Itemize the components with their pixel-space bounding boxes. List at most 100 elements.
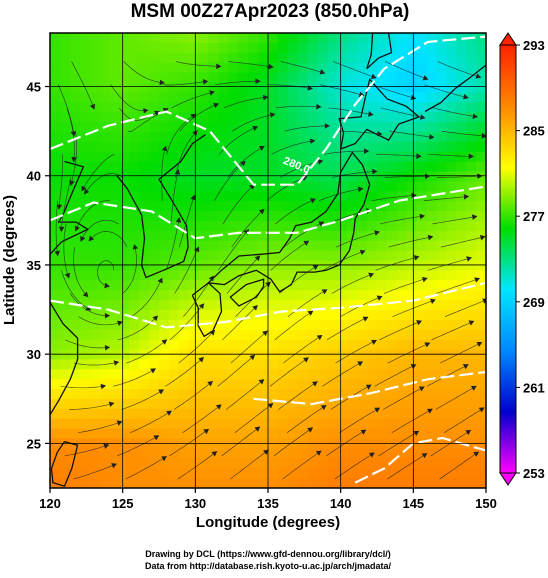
field-cell: [416, 418, 428, 430]
streamline: [375, 256, 419, 271]
field-cell: [178, 82, 190, 93]
field-cell: [396, 240, 408, 252]
field-cell: [59, 181, 71, 192]
hokkaido-coastline: [338, 78, 421, 150]
field-cell: [258, 389, 269, 400]
field-cell: [218, 300, 229, 311]
field-cell: [307, 181, 319, 192]
field-cell: [416, 458, 428, 469]
field-cell: [218, 62, 229, 74]
field-cell: [198, 270, 210, 281]
field-cell: [476, 112, 486, 123]
field-cell: [258, 428, 269, 440]
field-cell: [89, 131, 101, 143]
field-cell: [476, 102, 486, 113]
field-cell: [178, 102, 190, 113]
field-cell: [416, 389, 428, 400]
field-cell: [347, 458, 358, 469]
streamline-arrow: [159, 79, 165, 86]
streamline: [380, 215, 425, 225]
field-cell: [317, 270, 329, 281]
field-cell: [357, 359, 368, 370]
field-cell: [178, 418, 190, 430]
field-cell: [109, 478, 120, 488]
streamline-arrow: [71, 156, 77, 163]
field-cell: [416, 171, 428, 182]
field-cell: [168, 428, 180, 440]
field-cell: [476, 82, 486, 93]
field-cell: [426, 201, 438, 212]
field-cell: [159, 171, 170, 182]
field-cell: [476, 329, 486, 341]
field-cell: [277, 428, 289, 440]
field-cell: [268, 408, 279, 420]
streamline-arrow: [468, 320, 475, 326]
field-cell: [466, 42, 477, 54]
field-cell: [337, 260, 348, 271]
streamline: [179, 103, 219, 132]
field-cell: [188, 280, 200, 291]
field-cell: [109, 309, 120, 321]
field-cell: [317, 359, 329, 370]
streamline: [384, 175, 430, 178]
field-cell: [436, 112, 447, 123]
x-axis-label: Longitude (degrees): [196, 514, 340, 531]
field-cell: [268, 33, 279, 44]
field-cell: [89, 151, 101, 163]
field-cell: [456, 102, 467, 113]
field-cell: [416, 220, 428, 232]
field-cell: [446, 122, 457, 133]
streamline: [234, 403, 274, 433]
field-cell: [208, 428, 220, 440]
field-cell: [139, 280, 150, 291]
field-cell: [168, 181, 180, 192]
field-cell: [99, 62, 111, 74]
field-cell: [268, 418, 279, 430]
field-cell: [476, 309, 486, 321]
field-cell: [168, 369, 180, 380]
field-cell: [79, 131, 91, 143]
field-cell: [198, 161, 210, 173]
field-cell: [416, 309, 428, 321]
field-cell: [386, 418, 398, 430]
field-cell: [149, 42, 160, 54]
field-cell: [228, 181, 239, 192]
field-cell: [446, 220, 457, 232]
field-cell: [386, 171, 398, 182]
field-cell: [406, 141, 418, 153]
field-cell: [89, 191, 101, 202]
field-cell: [238, 240, 249, 252]
field-cell: [367, 290, 378, 301]
field-cell: [159, 319, 170, 331]
field-cell: [139, 448, 150, 459]
field-cell: [287, 92, 299, 103]
streamline-arrow: [429, 134, 435, 140]
field-cell: [377, 290, 388, 301]
field-cell: [287, 62, 299, 74]
field-cell: [119, 161, 130, 173]
field-cell: [228, 478, 239, 488]
field-cell: [159, 220, 170, 232]
field-cell: [406, 428, 418, 440]
field-cell: [178, 468, 190, 479]
field-cell: [178, 349, 190, 361]
streamline-arrow: [465, 429, 472, 435]
field-cell: [406, 102, 418, 113]
field-cell: [129, 339, 140, 351]
streamline-arrow: [153, 435, 160, 441]
field-cell: [208, 329, 220, 341]
field-cell: [188, 122, 200, 133]
field-cell: [168, 240, 180, 252]
field-cell: [337, 379, 348, 390]
field-cell: [446, 151, 457, 163]
field-cell: [129, 389, 140, 400]
field-cell: [149, 270, 160, 281]
field-cell: [238, 389, 249, 400]
field-cell: [476, 141, 486, 153]
field-cell: [268, 448, 279, 459]
field-cell: [297, 369, 309, 380]
field-cell: [228, 260, 239, 271]
field-cell: [50, 220, 61, 232]
field-cell: [436, 131, 447, 143]
field-cell: [386, 52, 398, 64]
